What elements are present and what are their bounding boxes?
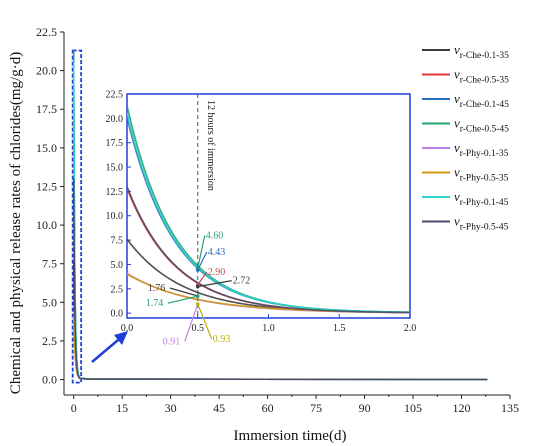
- x-tick-label: 0: [71, 401, 77, 415]
- inset-y-tick-label: 15.0: [106, 163, 124, 174]
- annotation-label: 4.43: [208, 247, 226, 258]
- y-tick-label: 10.0: [36, 218, 57, 232]
- annotation-arrow: [197, 303, 213, 340]
- inset-y-tick-label: 5.0: [111, 260, 124, 271]
- inset-y-tick-label: 12.5: [106, 187, 124, 198]
- main-series-line: [72, 316, 488, 381]
- legend-symbol: v: [454, 214, 460, 229]
- y-tick-label: 20.0: [36, 64, 57, 78]
- legend-symbol: v: [454, 67, 460, 82]
- x-tick-label: 75: [310, 401, 322, 415]
- legend-subscript: r-Che-0.1-45: [460, 100, 509, 110]
- legend-subscript: r-Che-0.5-35: [460, 76, 509, 86]
- legend-subscript: r-Phy-0.5-45: [460, 223, 509, 233]
- annotation-point: [195, 302, 200, 306]
- x-tick-label: 45: [213, 401, 225, 415]
- legend-subscript: r-Phy-0.5-35: [460, 174, 509, 184]
- annotation-arrow: [197, 271, 208, 286]
- legend-subscript: r-Che-0.5-45: [460, 125, 509, 135]
- inset-y-tick-label: 0.0: [111, 309, 124, 320]
- y-tick-label: 15.0: [36, 141, 57, 155]
- legend-symbol: v: [454, 42, 460, 57]
- legend-label: vr-Phy-0.1-45: [454, 189, 509, 208]
- legend-symbol: v: [454, 189, 460, 204]
- y-tick-label: 22.5: [36, 25, 57, 39]
- legend-label: vr-Phy-0.5-35: [454, 165, 509, 184]
- y-tick-label: 17.5: [36, 102, 57, 116]
- legend-label: vr-Che-0.1-35: [454, 42, 509, 61]
- inset-y-tick-label: 7.5: [111, 236, 124, 247]
- annotation-label: 2.72: [233, 276, 251, 287]
- x-tick-label: 60: [262, 401, 274, 415]
- inset-y-tick-label: 22.5: [106, 90, 124, 101]
- inset-y-tick-label: 17.5: [106, 138, 124, 149]
- legend-symbol: v: [454, 91, 460, 106]
- inset-x-tick-label: 1.5: [333, 323, 346, 334]
- inset-x-tick-label: 2.0: [404, 323, 417, 334]
- x-tick-label: 90: [359, 401, 371, 415]
- legend-symbol: v: [454, 116, 460, 131]
- legend-label: vr-Che-0.1-45: [454, 91, 509, 110]
- twelve-hour-marker-label: 12 hours of immersion: [205, 100, 216, 191]
- annotation-label: 1.74: [146, 298, 164, 309]
- legend-label: vr-Che-0.5-35: [454, 67, 509, 86]
- inset-series-group: [127, 105, 410, 314]
- x-tick-label: 120: [453, 401, 471, 415]
- legend-symbol: v: [454, 140, 460, 155]
- legend-label: vr-Phy-0.5-45: [454, 214, 509, 233]
- annotation-arrow: [184, 304, 199, 342]
- legend-subscript: r-Phy-0.1-45: [460, 198, 509, 208]
- annotation-arrow: [197, 280, 232, 288]
- legend-label: vr-Phy-0.1-35: [454, 140, 509, 159]
- y-tick-label: 7.5: [42, 257, 57, 271]
- inset-series-line: [127, 186, 410, 314]
- main-axes: 0 15 30 45 60 75 90 105 120 135 0.0 2.5 5.0 7.5 10.0 12…: [36, 25, 519, 415]
- annotation-label: 1.76: [148, 283, 166, 294]
- inset-x-tick-label: 0.5: [192, 323, 205, 334]
- annotation-point: [195, 268, 200, 272]
- annotation-label: 2.90: [208, 267, 226, 278]
- legend-subscript: r-Che-0.1-35: [460, 51, 509, 61]
- annotation-label: 0.91: [163, 336, 181, 347]
- y-tick-label: 12.5: [36, 179, 57, 193]
- y-tick-label: 2.5: [42, 334, 57, 348]
- main-series-line: [72, 178, 488, 381]
- annotation-point: [195, 294, 200, 298]
- x-tick-label: 135: [501, 401, 519, 415]
- y-axis-label: Chemical and physical release rates of c…: [8, 52, 24, 394]
- y-tick-label: 0.0: [42, 373, 57, 387]
- inset-chart: 0.0 0.5 1.0 1.5 2.0 0.0 2.5 5.0 7.5 10.0 12.5 15.0 1…: [106, 90, 417, 348]
- legend-label: vr-Che-0.5-45: [454, 116, 509, 135]
- legend-symbol: v: [454, 165, 460, 180]
- zoom-arrow-head: [114, 331, 128, 345]
- inset-y-tick-label: 10.0: [106, 211, 124, 222]
- inset-y-tick-label: 20.0: [106, 114, 124, 125]
- x-tick-label: 105: [404, 401, 422, 415]
- main-series-line: [72, 317, 488, 381]
- annotation-arrow: [169, 287, 198, 297]
- annotation-label: 4.60: [206, 230, 224, 241]
- inset-y-tick-label: 2.5: [111, 284, 124, 295]
- inset-frame: [126, 93, 411, 319]
- x-tick-label: 15: [116, 401, 128, 415]
- y-tick-label: 5.0: [42, 295, 57, 309]
- annotation-arrow: [197, 235, 206, 269]
- zoom-region-box: [71, 49, 83, 384]
- legend: vr-Che-0.1-35vr-Che-0.5-35vr-Che-0.1-45v…: [422, 42, 509, 233]
- annotation-arrow: [197, 251, 208, 271]
- annotation-arrow: [167, 295, 198, 304]
- inset-x-tick-label: 0.0: [121, 323, 134, 334]
- inset-x-tick-label: 1.0: [262, 323, 275, 334]
- main-plot: [71, 49, 488, 384]
- annotation-label: 0.93: [213, 334, 231, 345]
- legend-subscript: r-Phy-0.1-35: [460, 149, 509, 159]
- x-tick-label: 30: [165, 401, 177, 415]
- x-axis-label: Immersion time(d): [234, 428, 347, 444]
- annotation-point: [195, 284, 200, 289]
